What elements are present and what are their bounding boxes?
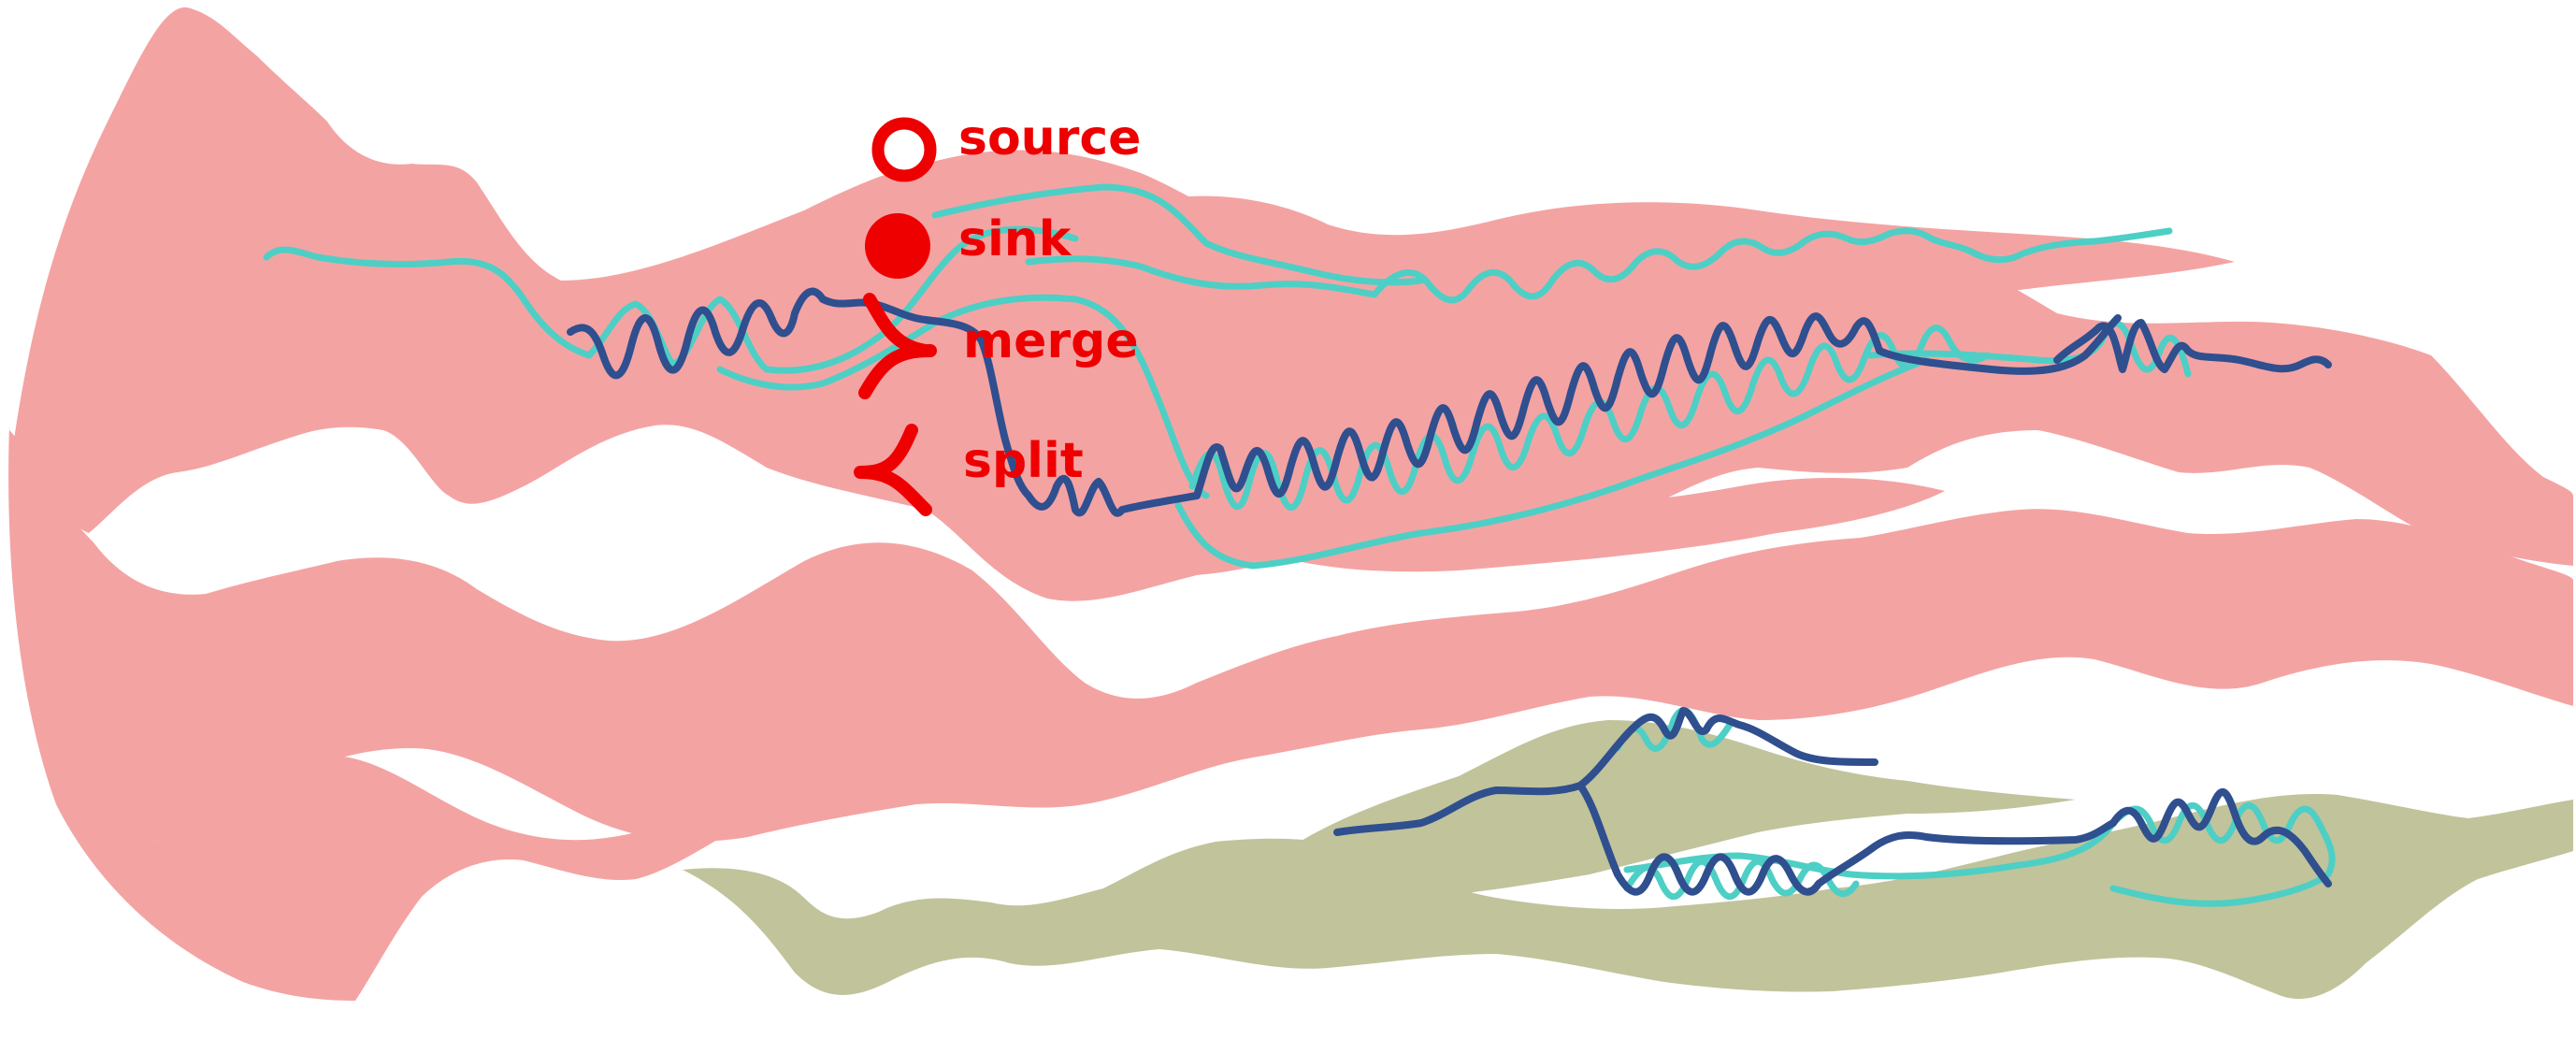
legend-sink-label: sink [958,211,1072,267]
navy-wave-mid [1193,312,2122,499]
sink-icon [865,213,930,279]
band-top-right [1131,195,2235,355]
split-icon [854,424,932,516]
legend-source-label: source [958,110,1141,166]
band-main-lower [9,430,2573,842]
legend-split-label: split [963,433,1084,489]
band-center-loop [982,325,1945,572]
cyan-wave-top [1025,227,2173,304]
source-icon [871,117,937,182]
cyan-wave-small [1614,707,1734,752]
navy-line-lower [1333,707,1878,836]
band-left-mass [8,426,749,1001]
navy-storylines [567,287,2332,896]
navy-line-split [1576,782,2117,896]
secondary-bands [683,720,2573,1000]
band-green-upper [1300,720,2076,898]
navy-wave-lower-right [2109,787,2332,887]
cyan-line-d [931,183,1425,286]
band-green-lower [683,794,2573,1000]
merge-icon [858,293,937,399]
navy-line-right [2053,319,2332,373]
legend-merge-label: merge [963,313,1139,369]
cyan-line-a [263,246,593,359]
navy-line-a [567,287,1201,517]
primary-bands [8,7,2573,1001]
cyan-wave-bottom-left [1623,858,1860,901]
cyan-line-c [716,294,1210,499]
cyan-wave-bottom-right [1623,801,2336,907]
cyan-line-lower-loop [1174,356,1930,570]
legend: source sink merge split [854,110,1141,516]
